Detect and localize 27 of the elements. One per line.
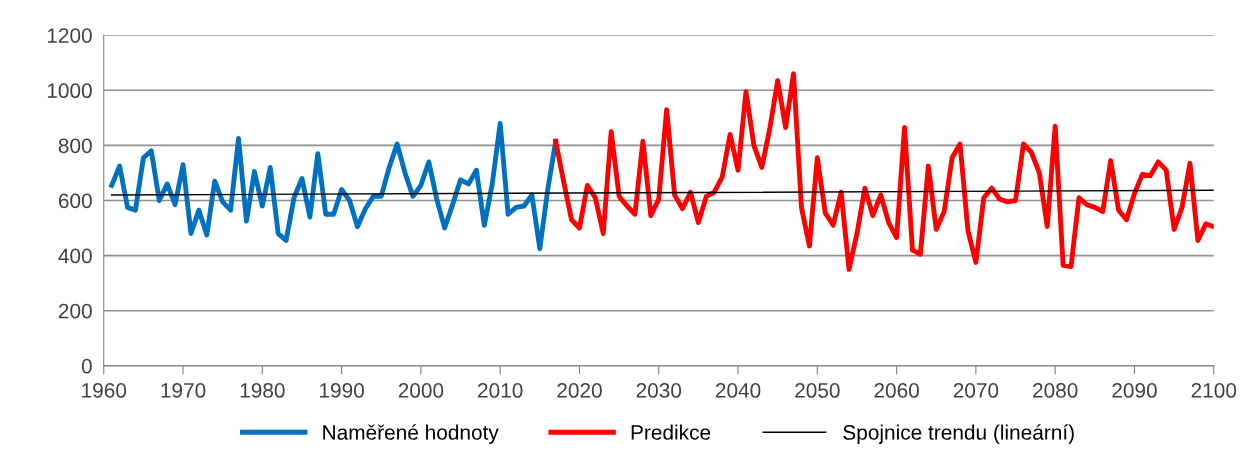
x-tick-label: 1960 <box>82 383 127 398</box>
x-tick-label: 1980 <box>240 383 285 398</box>
line-series <box>553 71 1214 272</box>
y-tick-label: 800 <box>58 138 92 154</box>
y-tick-label: 400 <box>58 248 92 264</box>
x-tick-label: 2090 <box>1112 383 1157 398</box>
x-tick-label: 1990 <box>320 383 364 398</box>
x-tick-label: 2030 <box>636 383 682 398</box>
legend-label: Predikce <box>631 424 711 440</box>
line-series <box>109 120 559 252</box>
x-tick-label: 2020 <box>557 383 602 398</box>
x-tick-label: 2040 <box>715 383 761 398</box>
y-tick-label: 0 <box>81 358 92 374</box>
y-tick-label: 200 <box>58 303 92 319</box>
legend-label: Naměřené hodnoty <box>323 424 499 444</box>
y-tick-label: 1000 <box>47 83 92 99</box>
x-tick-label: 2000 <box>398 383 444 398</box>
y-tick-label: 600 <box>58 193 92 209</box>
x-tick-label: 2010 <box>478 383 523 398</box>
legend-label: Spojnice trendu (lineární) <box>843 424 1074 444</box>
x-tick-label: 2050 <box>795 383 840 398</box>
x-tick-label: 2080 <box>1033 383 1078 398</box>
x-tick-label: 2060 <box>874 383 919 398</box>
y-tick-label: 1200 <box>47 28 92 43</box>
x-tick-label: 1970 <box>161 383 206 398</box>
x-tick-label: 2070 <box>953 383 999 398</box>
x-tick-label: 2100 <box>1191 383 1237 398</box>
